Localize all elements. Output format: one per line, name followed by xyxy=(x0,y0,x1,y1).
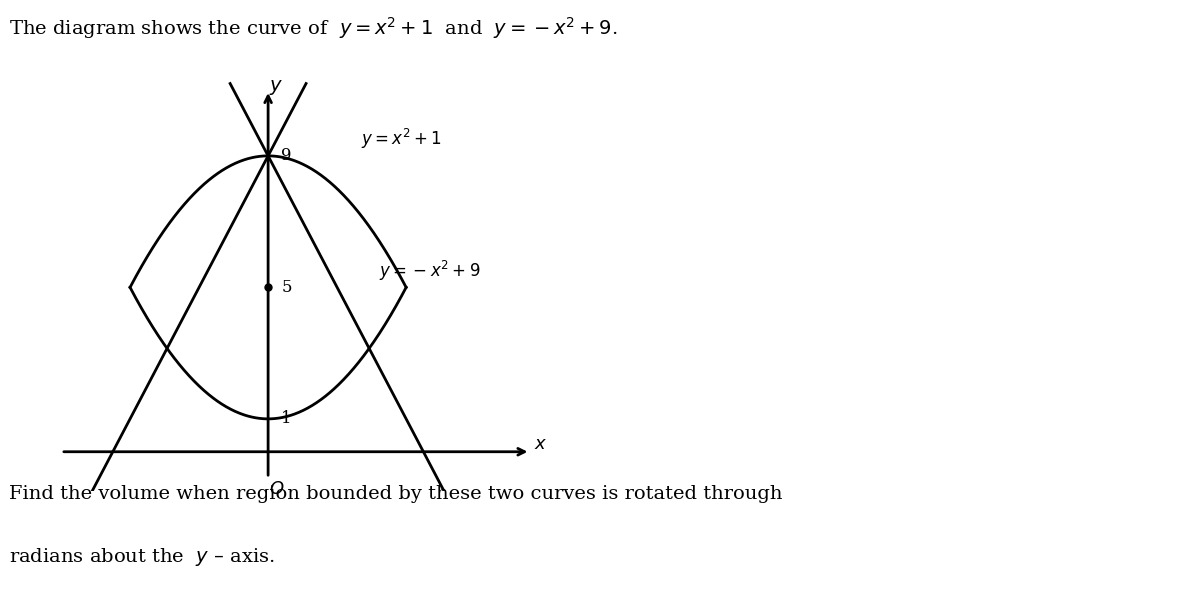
Text: Find the volume when region bounded by these two curves is rotated through: Find the volume when region bounded by t… xyxy=(9,485,783,503)
Text: 9: 9 xyxy=(281,147,291,165)
Text: $y = -x^2 + 9$: $y = -x^2 + 9$ xyxy=(379,259,479,283)
Text: $x$: $x$ xyxy=(534,435,547,453)
Text: $y = x^2 + 1$: $y = x^2 + 1$ xyxy=(361,127,442,152)
Text: The diagram shows the curve of  $y = x^2 +1$  and  $y = -x^2 +9$.: The diagram shows the curve of $y = x^2 … xyxy=(9,15,618,41)
Text: radians about the  $y$ – axis.: radians about the $y$ – axis. xyxy=(9,546,275,569)
Text: $y$: $y$ xyxy=(269,78,283,96)
Text: $O$: $O$ xyxy=(268,480,285,498)
Text: 1: 1 xyxy=(281,410,292,427)
Text: 5: 5 xyxy=(282,279,293,296)
